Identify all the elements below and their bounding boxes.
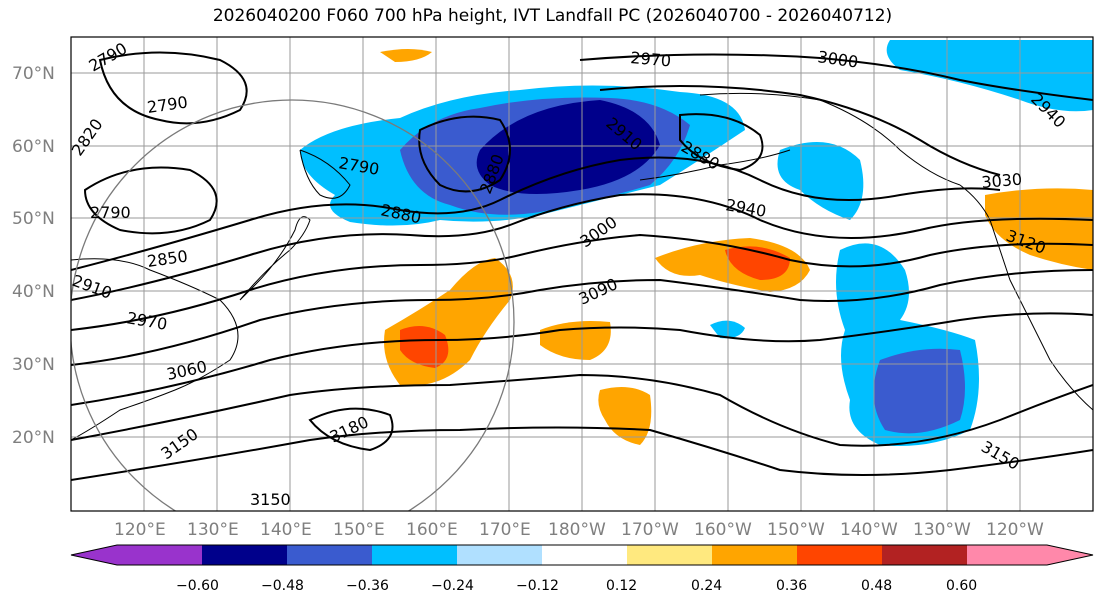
ivt-negative-region-east-core: [873, 348, 965, 434]
lat-label: 50°N: [12, 209, 55, 229]
colorbar-label: −0.24: [431, 578, 474, 594]
lon-label: 140°E: [260, 520, 312, 540]
contour-line: [308, 407, 394, 452]
contour-label: 2970: [630, 48, 672, 70]
contour-line: [71, 269, 1093, 366]
lon-label: 160°W: [694, 520, 752, 540]
ivt-negative-region-peak: [476, 100, 660, 194]
lon-label: 120°W: [986, 520, 1044, 540]
lon-label: 130°W: [913, 520, 971, 540]
colorbar-outline: [70, 544, 1094, 566]
colorbar-label: 0.24: [691, 578, 722, 594]
coastline-north-america: [959, 184, 1093, 411]
colorbar-label: 0.36: [776, 578, 807, 594]
contour-line: [579, 53, 1093, 101]
lat-label: 40°N: [12, 282, 55, 302]
lon-label: 180°W: [548, 520, 606, 540]
contour-line: [71, 193, 1093, 301]
lon-label: 150°W: [767, 520, 825, 540]
colorbar-seg-8: [797, 545, 882, 565]
contour-line: [71, 373, 1093, 447]
lat-label: 70°N: [12, 64, 55, 84]
colorbar-label: 0.60: [946, 578, 977, 594]
ivt-positive-region-california: [985, 188, 1093, 270]
coastline-kamchatka: [299, 149, 351, 199]
colorbar-label: −0.36: [346, 578, 389, 594]
colorbar: −0.60 −0.48 −0.36 −0.24 −0.12 0.12 0.24 …: [70, 544, 1094, 594]
coastline-asia: [71, 258, 239, 441]
colorbar-seg-2: [287, 545, 372, 565]
colorbar-seg-1: [202, 545, 287, 565]
map-title: 2026040200 F060 700 hPa height, IVT Land…: [212, 6, 893, 26]
contour-line: [679, 113, 764, 172]
contour-line: [599, 85, 1001, 176]
contour-line: [418, 115, 511, 193]
colorbar-seg-5: [542, 545, 627, 565]
colorbar-label: 0.48: [861, 578, 892, 594]
contour-line: [83, 166, 218, 235]
lat-label: 20°N: [12, 428, 55, 448]
ivt-positive-region-top: [380, 49, 432, 62]
lat-label: 30°N: [12, 355, 55, 375]
latitude-labels: 70°N 60°N 50°N 40°N 30°N 20°N: [12, 64, 55, 448]
ivt-positive-region-south: [598, 386, 652, 445]
map-area: 2790 2790 2820 2790 2790 2850 2910 2970 …: [71, 37, 1093, 511]
contour-line: [71, 156, 1001, 271]
colorbar-seg-7: [712, 545, 797, 565]
lon-label: 130°E: [187, 520, 239, 540]
contour-line: [71, 233, 1093, 331]
contour-label: 3150: [250, 490, 291, 509]
lon-label: 170°W: [621, 520, 679, 540]
lon-label: 160°E: [406, 520, 458, 540]
contour-line: [98, 51, 248, 125]
colorbar-seg-0: [71, 545, 202, 565]
lat-label: 60°N: [12, 137, 55, 157]
contour-label: 3030: [981, 170, 1023, 192]
lon-label: 170°E: [479, 520, 531, 540]
colorbar-seg-3: [372, 545, 457, 565]
lon-label: 120°E: [114, 520, 166, 540]
contour-label: 2790: [90, 203, 131, 222]
coastline-alaska: [699, 92, 961, 186]
contour-line: [71, 312, 1093, 406]
lon-label: 150°E: [333, 520, 385, 540]
colorbar-seg-10: [967, 545, 1093, 565]
longitude-labels: 120°E 130°E 140°E 150°E 160°E 170°E 180°…: [114, 520, 1044, 540]
colorbar-label: 0.12: [606, 578, 637, 594]
colorbar-seg-4: [457, 545, 542, 565]
landfall-radius-circle: [71, 99, 515, 511]
lon-label: 140°W: [840, 520, 898, 540]
colorbar-seg-6: [627, 545, 712, 565]
colorbar-label: −0.60: [176, 578, 219, 594]
map-frame: [70, 36, 1094, 512]
contour-line: [71, 426, 1093, 481]
height-contours: [71, 51, 1093, 481]
colorbar-label: −0.12: [516, 578, 559, 594]
colorbar-label: −0.48: [261, 578, 304, 594]
colorbar-seg-9: [882, 545, 967, 565]
